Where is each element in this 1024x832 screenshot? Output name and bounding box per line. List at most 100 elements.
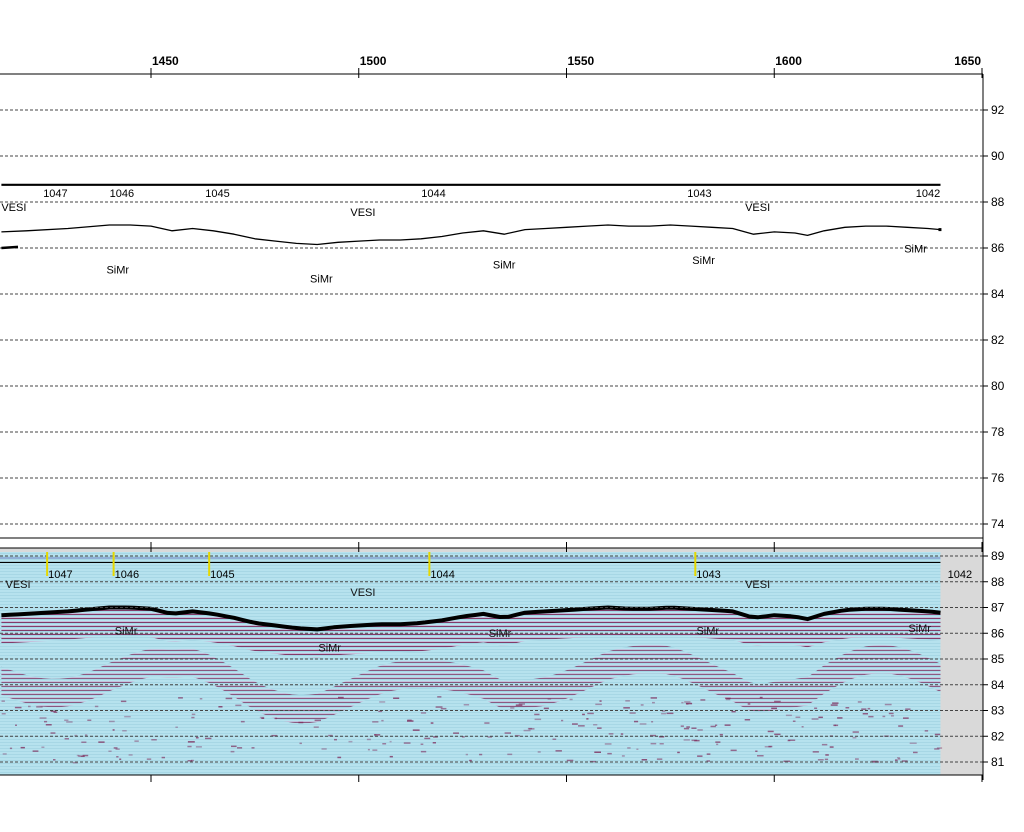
y-tick-label-90: 90 (991, 149, 1005, 163)
sonar-speckle (313, 726, 319, 728)
sonar-y-tick-label-86: 86 (991, 626, 1005, 640)
sonar-layer-label-vesi-2: VESI (745, 579, 770, 591)
sonar-speckle (374, 734, 381, 736)
sonar-speckle (587, 712, 594, 715)
sonar-speckle (837, 717, 843, 719)
sonar-speckle (895, 759, 898, 761)
sonar-speckle (694, 739, 700, 742)
sonar-speckle (9, 747, 13, 750)
sonar-speckle (882, 715, 886, 718)
sonar-speckle (64, 719, 69, 721)
sonar-speckle (788, 739, 796, 741)
sonar-speckle (552, 738, 557, 740)
sonar-speckle (650, 742, 657, 745)
sonar-speckle (251, 747, 255, 749)
sonar-speckle (528, 728, 535, 730)
sonar-speckle (759, 696, 763, 699)
sonar-speckle (898, 758, 901, 760)
sonar-speckle (191, 759, 194, 762)
sonar-speckle (767, 730, 774, 733)
sonar-speckle (537, 751, 541, 753)
sonar-speckle (814, 707, 818, 709)
sonar-speckle (724, 724, 731, 726)
sonar-speckle (599, 700, 602, 702)
sonar-speckle (122, 730, 127, 732)
sonar-speckle (87, 719, 92, 721)
y-tick-label-80: 80 (991, 379, 1005, 393)
sonar-speckle (681, 701, 684, 704)
layer-label-simr-5: SiMr (493, 260, 516, 272)
sonar-speckle (934, 748, 940, 750)
sonar-speckle (566, 759, 574, 762)
sonar-speckle (134, 740, 139, 742)
sonar-speckle (518, 703, 525, 705)
sonar-speckle (534, 713, 540, 716)
sonar-speckle (78, 755, 81, 757)
sonar-speckle (898, 725, 904, 727)
sonar-speckle (586, 718, 589, 720)
sonar-speckle (884, 703, 892, 706)
sonar-speckle (661, 712, 667, 715)
sonar-speckle (731, 710, 736, 713)
sonar-speckle (128, 754, 133, 756)
sonar-speckle (623, 707, 630, 709)
station-label-1045: 1045 (205, 188, 229, 200)
sonar-speckle (45, 724, 52, 726)
sonar-speckle (783, 760, 791, 763)
sonar-speckle (435, 706, 443, 708)
sonar-speckle (338, 696, 344, 699)
sonar-speckle (15, 724, 17, 726)
station-label-1043: 1043 (687, 188, 711, 200)
sonar-speckle (852, 731, 859, 733)
sonar-speckle (716, 743, 719, 746)
sonar-speckle (639, 723, 647, 725)
sonar-speckle (120, 700, 127, 703)
sonar-speckle (237, 747, 243, 749)
sonar-speckle (834, 724, 839, 727)
sonar-speckle (195, 746, 202, 748)
sonar-speckle (124, 715, 131, 718)
sonar-y-tick-label-81: 81 (991, 755, 1005, 769)
sonar-speckle (82, 754, 89, 757)
sonar-gridlines (0, 555, 983, 763)
sonar-speckle (683, 727, 690, 730)
sonar-speckle (764, 746, 772, 748)
sonar-speckle (867, 707, 871, 710)
sonar-speckle (261, 717, 265, 719)
sonar-speckle (108, 750, 112, 752)
sonar-speckle (825, 754, 829, 756)
sonar-speckle (913, 751, 918, 754)
sonar-speckle (461, 736, 465, 738)
sonar-speckle (868, 715, 874, 718)
sonar-speckle (28, 705, 31, 708)
sonar-speckle (706, 753, 711, 755)
sonar-speckle (555, 750, 562, 752)
sonar-speckle (620, 733, 624, 735)
bottom-line (1, 224, 941, 246)
sonar-speckle (432, 742, 436, 744)
sonar-layer-label-vesi-0: VESI (6, 579, 31, 591)
sonar-speckle (50, 710, 57, 712)
layer-label-vesi-0: VESI (1, 202, 26, 214)
sonar-speckle (53, 711, 58, 713)
sonar-speckle (39, 717, 47, 719)
sonar-speckle (119, 758, 122, 760)
profile-y-axis: 92 90 88 86 84 82 80 78 76 74 (983, 103, 1005, 531)
sonar-speckle (403, 742, 411, 744)
sonar-layer-labels: VESI VESI VESI SiMr SiMr SiMr SiMr SiMr (6, 579, 932, 654)
layer-label-simr-4: SiMr (310, 274, 333, 286)
sonar-speckle (684, 701, 691, 703)
sonar-speckle (53, 759, 56, 761)
sonar-speckle (871, 760, 878, 763)
sonar-speckle (94, 705, 99, 708)
sonar-layer-label-simr-4: SiMr (318, 642, 341, 654)
sonar-y-tick-label-87: 87 (991, 601, 1005, 615)
sonar-speckle (191, 713, 196, 716)
sonar-speckle (891, 715, 894, 717)
sonar-speckle (389, 740, 392, 743)
sonar-speckle (218, 706, 223, 708)
sonar-speckle (650, 697, 657, 699)
layer-label-simr-3: SiMr (106, 264, 129, 276)
sonar-layer-label-vesi-1: VESI (350, 587, 375, 599)
